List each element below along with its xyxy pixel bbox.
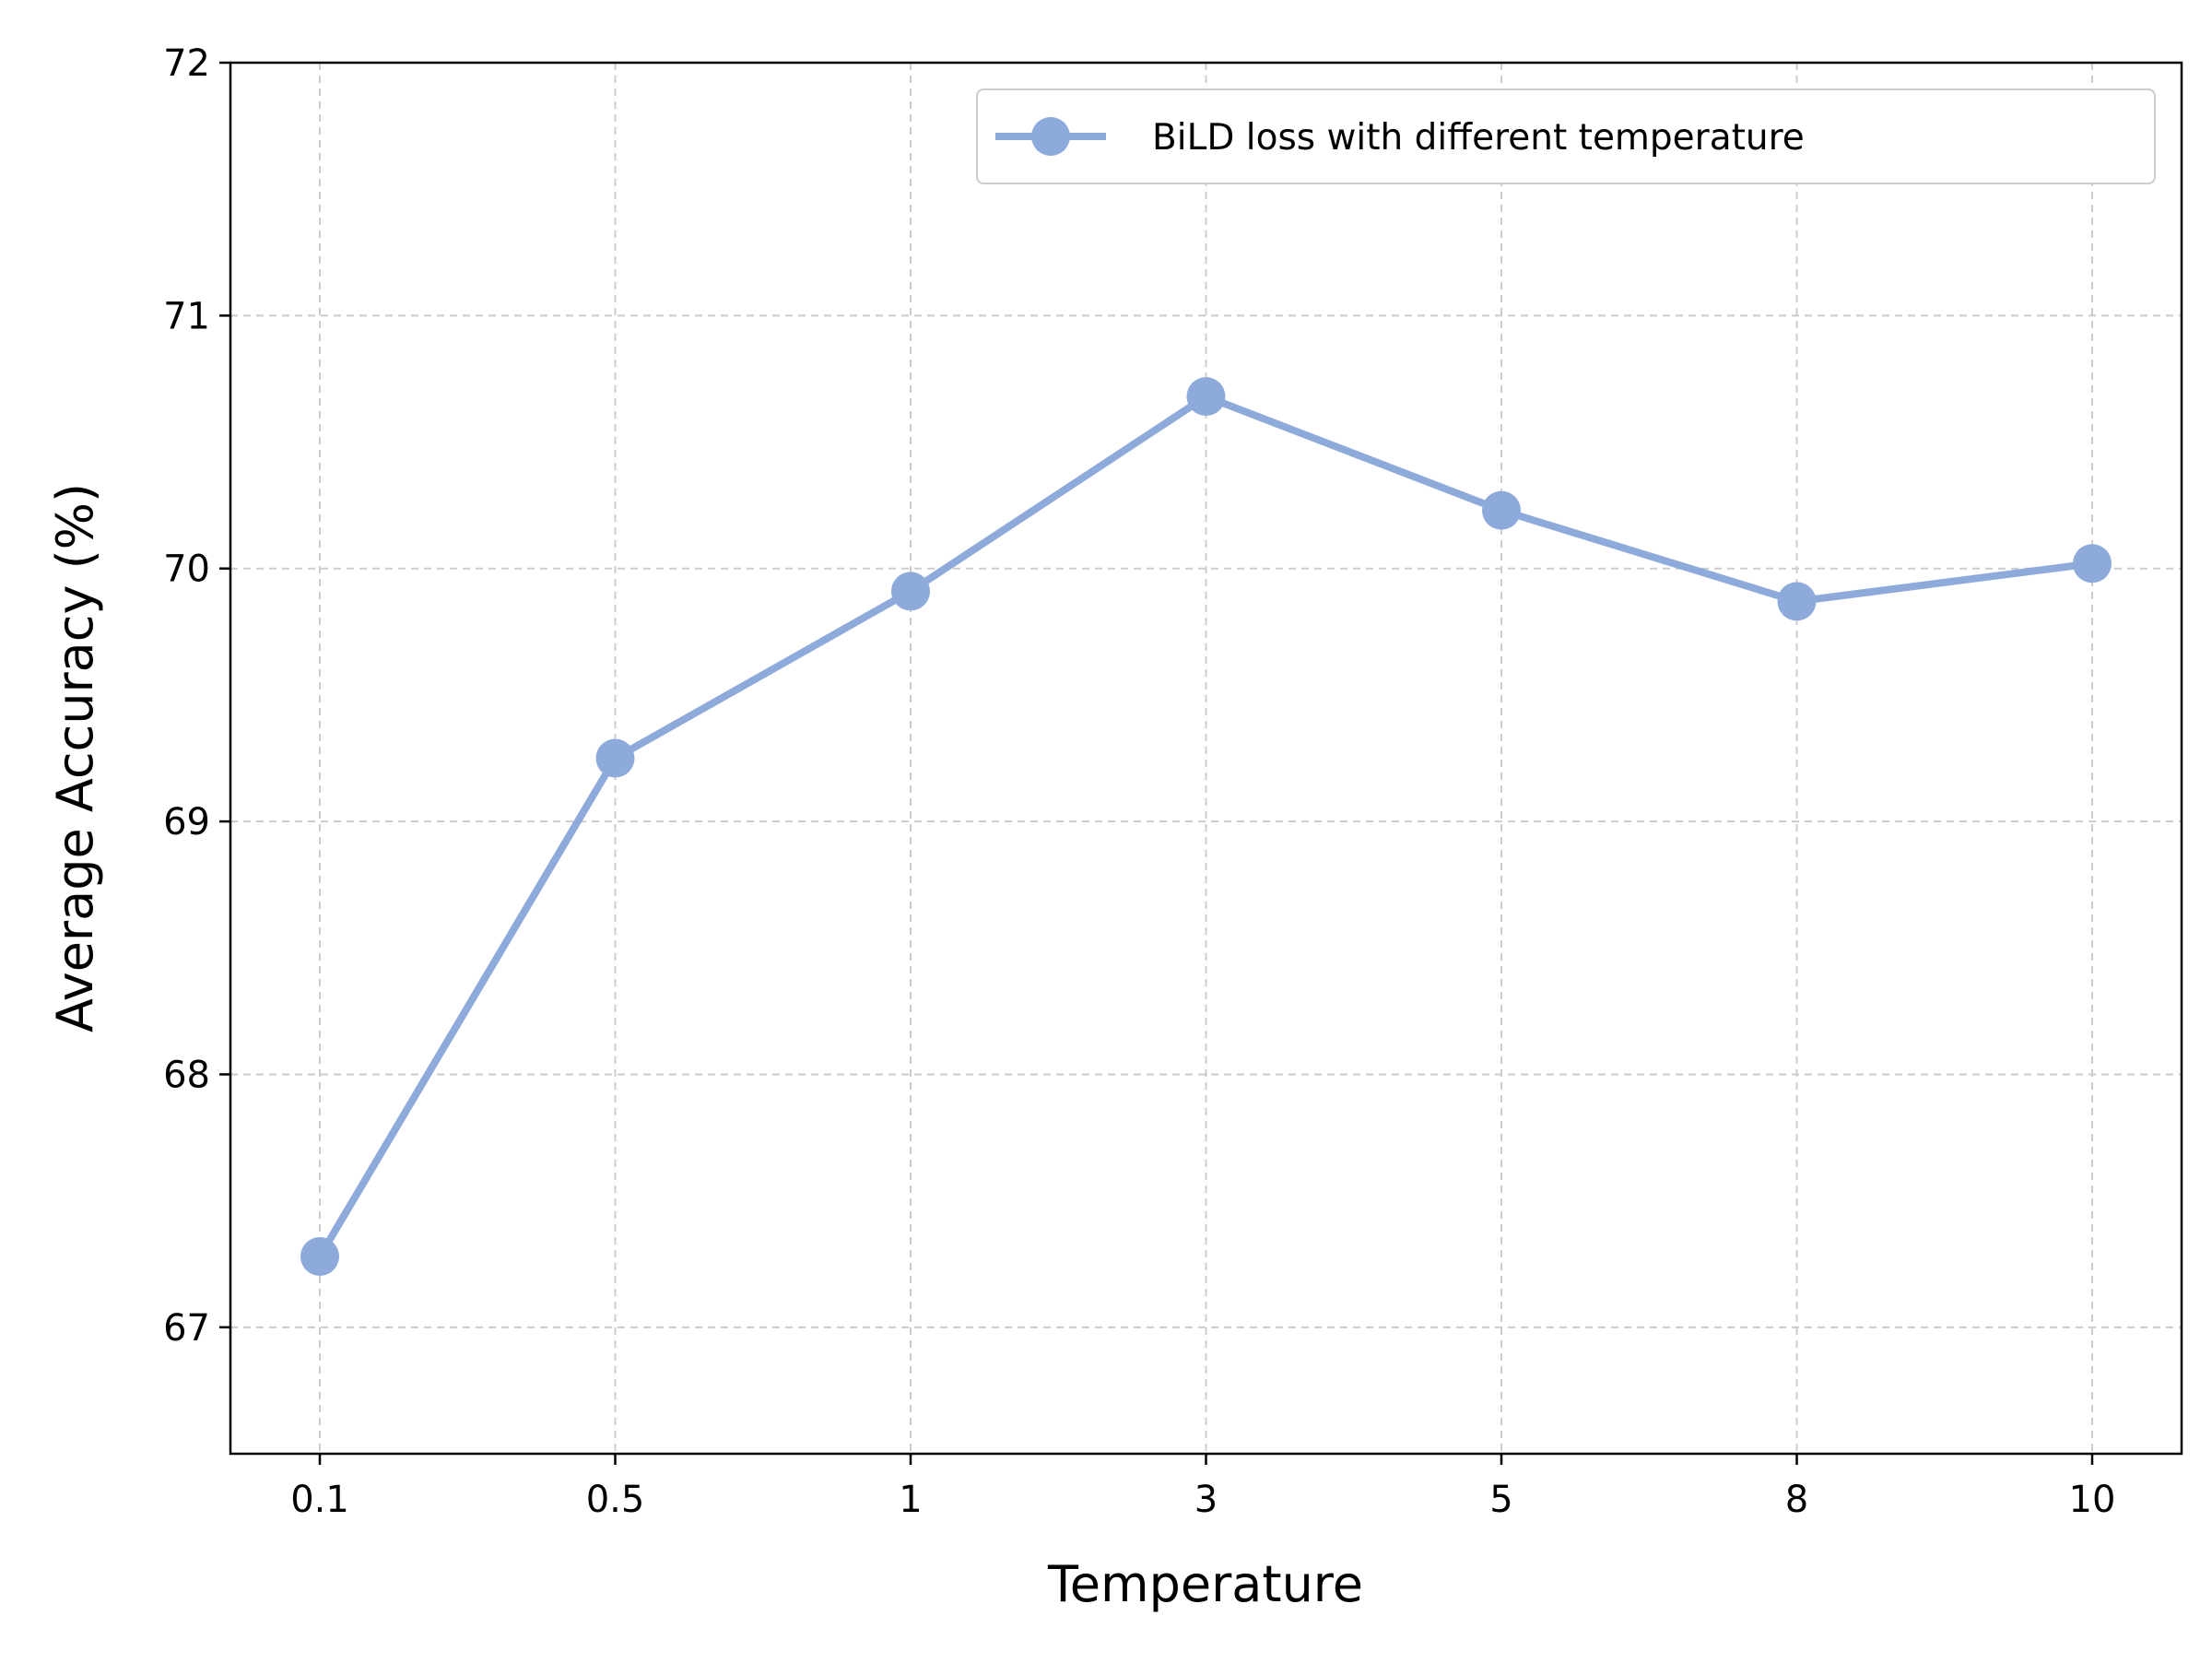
- x-tick-label: 10: [2069, 1479, 2116, 1521]
- x-tick-label: 5: [1489, 1479, 1512, 1521]
- y-tick-label: 67: [163, 1307, 210, 1350]
- y-axis: 67 68 69 70 71 72: [163, 42, 230, 1350]
- y-tick-label: 68: [163, 1054, 210, 1096]
- legend-box: [976, 88, 2156, 184]
- data-point: [300, 1236, 339, 1276]
- data-point: [2073, 544, 2112, 584]
- x-tick-label: 1: [899, 1479, 922, 1521]
- legend: BiLD loss with different temperature: [976, 88, 2156, 184]
- y-tick-label: 69: [163, 801, 210, 843]
- y-tick-label: 70: [163, 548, 210, 591]
- y-axis-title: Average Accuracy (%): [46, 483, 104, 1032]
- series-line-group: [300, 377, 2112, 1276]
- x-tick-label: 0.5: [586, 1479, 645, 1521]
- y-tick-label: 71: [163, 295, 210, 337]
- y-tick-label: 72: [163, 42, 210, 85]
- x-axis-title: Temperature: [1047, 1555, 1363, 1613]
- x-axis: 0.1 0.5 1 3 5 8 10: [290, 1454, 2115, 1521]
- data-point: [595, 738, 635, 778]
- data-point: [1777, 582, 1817, 621]
- legend-label: BiLD loss with different temperature: [1152, 117, 1805, 159]
- data-point: [1186, 377, 1226, 417]
- data-point: [1482, 490, 1521, 530]
- legend-marker-swatch: [1031, 117, 1070, 156]
- data-point: [891, 572, 930, 611]
- x-tick-label: 8: [1785, 1479, 1808, 1521]
- x-tick-label: 0.1: [290, 1479, 349, 1521]
- x-tick-label: 3: [1194, 1479, 1218, 1521]
